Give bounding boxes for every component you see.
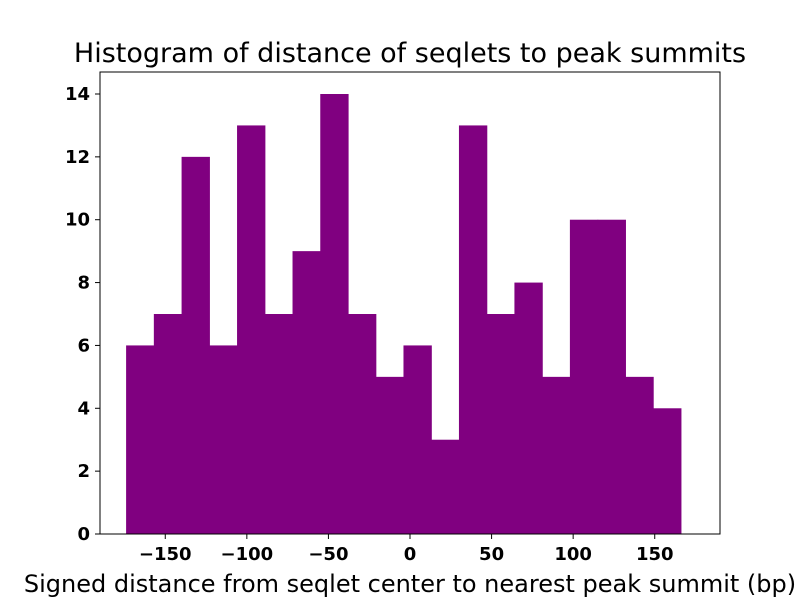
histogram-bar	[625, 376, 654, 534]
histogram-bar	[292, 251, 321, 534]
histogram-bar	[514, 282, 543, 534]
histogram-bar	[237, 125, 266, 534]
y-tick-label: 0	[77, 524, 90, 545]
histogram-bar	[458, 125, 488, 534]
histogram-bar	[153, 314, 183, 534]
x-tick-label: −100	[221, 544, 274, 565]
histogram-bar	[375, 376, 405, 534]
histogram-bar	[209, 345, 238, 534]
histogram-bar	[264, 314, 294, 534]
y-tick-label: 12	[65, 147, 90, 168]
histogram-bar	[403, 345, 432, 534]
histogram-bar	[597, 219, 626, 534]
histogram-bar	[320, 94, 349, 534]
y-tick-label: 4	[77, 398, 90, 419]
y-tick-label: 8	[77, 273, 90, 294]
x-tick-label: 150	[636, 544, 674, 565]
x-tick-label: −150	[139, 544, 192, 565]
y-tick-label: 6	[77, 335, 90, 356]
histogram-bar	[431, 439, 460, 534]
histogram-bar	[653, 408, 682, 534]
y-tick-label: 2	[77, 461, 90, 482]
y-axis-ticks: 0 2 4 6 8 10 12 14	[65, 84, 100, 545]
y-tick-label: 14	[65, 84, 90, 105]
y-tick-label: 10	[65, 210, 90, 231]
x-axis-ticks: −150 −100 −50 0 50 100 150	[139, 534, 674, 565]
x-axis-label: Signed distance from seqlet center to ne…	[24, 570, 796, 598]
histogram-bar	[181, 156, 210, 534]
bars-group	[126, 94, 682, 534]
histogram-bar	[542, 376, 571, 534]
x-tick-label: 50	[479, 544, 504, 565]
x-tick-label: 100	[554, 544, 592, 565]
histogram-bar	[486, 314, 516, 534]
histogram-bar	[126, 345, 155, 534]
chart-title: Histogram of distance of seqlets to peak…	[74, 38, 746, 69]
histogram-bar	[569, 219, 599, 534]
histogram-bar	[348, 314, 377, 534]
x-tick-label: −50	[308, 544, 348, 565]
x-tick-label: 0	[404, 544, 417, 565]
